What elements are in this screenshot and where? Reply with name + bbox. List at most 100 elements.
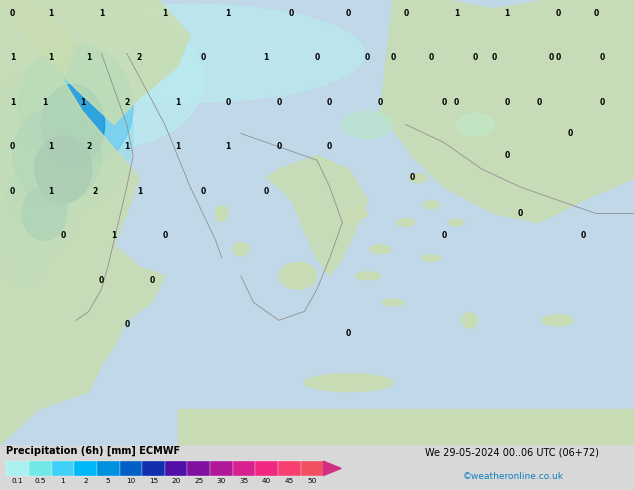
Text: 1: 1: [99, 9, 104, 18]
Text: 0: 0: [581, 231, 586, 240]
Text: 0: 0: [441, 231, 446, 240]
Text: 0: 0: [505, 98, 510, 107]
Text: 1: 1: [48, 142, 53, 151]
Text: 0: 0: [124, 320, 129, 329]
Text: 2: 2: [124, 98, 129, 107]
Text: 1: 1: [264, 53, 269, 62]
Text: 45: 45: [285, 478, 294, 484]
Text: 2: 2: [137, 53, 142, 62]
Text: 1: 1: [124, 142, 129, 151]
Text: ©weatheronline.co.uk: ©weatheronline.co.uk: [463, 472, 564, 481]
Text: 0: 0: [346, 9, 351, 18]
Text: 0: 0: [276, 142, 281, 151]
Ellipse shape: [342, 111, 393, 138]
Ellipse shape: [13, 107, 101, 205]
Text: 0: 0: [99, 276, 104, 285]
Text: 1: 1: [48, 187, 53, 196]
Text: 0: 0: [549, 53, 554, 62]
Text: 0: 0: [61, 231, 66, 240]
Text: 0: 0: [593, 9, 598, 18]
Ellipse shape: [369, 245, 391, 254]
Text: 0: 0: [276, 98, 281, 107]
Text: 0: 0: [403, 9, 408, 18]
Text: 0.1: 0.1: [12, 478, 23, 484]
Text: 0: 0: [517, 209, 522, 218]
Polygon shape: [323, 461, 341, 476]
Text: 2: 2: [86, 142, 91, 151]
Text: 40: 40: [262, 478, 271, 484]
Text: 1: 1: [162, 9, 167, 18]
Ellipse shape: [35, 136, 92, 202]
Text: 0: 0: [365, 53, 370, 62]
Bar: [278, 461, 301, 476]
Ellipse shape: [216, 206, 228, 221]
Ellipse shape: [0, 138, 79, 263]
Text: 1: 1: [61, 478, 65, 484]
Text: 50: 50: [307, 478, 316, 484]
Ellipse shape: [6, 160, 70, 231]
Text: 0: 0: [314, 53, 320, 62]
Bar: [210, 461, 233, 476]
Polygon shape: [0, 0, 190, 124]
Ellipse shape: [456, 114, 495, 136]
Text: 0: 0: [600, 53, 605, 62]
Text: 0: 0: [289, 9, 294, 18]
Ellipse shape: [6, 247, 44, 287]
Text: 1: 1: [42, 98, 47, 107]
Polygon shape: [178, 409, 634, 445]
Bar: [6, 461, 29, 476]
Text: 1: 1: [10, 98, 15, 107]
Ellipse shape: [355, 272, 380, 280]
Ellipse shape: [22, 187, 67, 240]
Text: 25: 25: [194, 478, 204, 484]
Text: 30: 30: [217, 478, 226, 484]
Text: 0: 0: [200, 53, 205, 62]
Text: Precipitation (6h) [mm] ECMWF: Precipitation (6h) [mm] ECMWF: [6, 446, 181, 456]
Bar: [256, 461, 278, 476]
Ellipse shape: [382, 299, 404, 306]
Text: 35: 35: [240, 478, 249, 484]
Bar: [188, 461, 210, 476]
Ellipse shape: [0, 56, 133, 211]
Text: 0: 0: [555, 53, 560, 62]
Bar: [51, 461, 74, 476]
Bar: [74, 461, 97, 476]
Text: 0: 0: [10, 142, 15, 151]
Text: 0: 0: [410, 173, 415, 182]
Ellipse shape: [542, 315, 574, 326]
Text: 0: 0: [391, 53, 396, 62]
Text: 0: 0: [346, 329, 351, 338]
Ellipse shape: [19, 45, 133, 169]
Text: 0: 0: [162, 231, 167, 240]
Text: 0: 0: [264, 187, 269, 196]
Text: 20: 20: [172, 478, 181, 484]
Text: 1: 1: [454, 9, 459, 18]
Ellipse shape: [41, 85, 105, 165]
Text: 0: 0: [10, 187, 15, 196]
Text: 0: 0: [568, 129, 573, 138]
Text: 0.5: 0.5: [35, 478, 46, 484]
Ellipse shape: [279, 263, 317, 289]
Bar: [233, 461, 256, 476]
Text: 1: 1: [80, 98, 85, 107]
Text: 2: 2: [93, 187, 98, 196]
Ellipse shape: [233, 243, 249, 256]
Ellipse shape: [304, 374, 393, 392]
Text: 0: 0: [226, 98, 231, 107]
Ellipse shape: [448, 219, 464, 226]
Text: 0: 0: [429, 53, 434, 62]
Text: 0: 0: [600, 98, 605, 107]
Ellipse shape: [461, 313, 477, 328]
Ellipse shape: [25, 13, 203, 147]
Text: 1: 1: [505, 9, 510, 18]
Text: We 29-05-2024 00..06 UTC (06+72): We 29-05-2024 00..06 UTC (06+72): [425, 447, 598, 457]
Text: 15: 15: [149, 478, 158, 484]
Text: 1: 1: [226, 142, 231, 151]
Bar: [301, 461, 323, 476]
Text: 0: 0: [441, 98, 446, 107]
Bar: [120, 461, 142, 476]
Bar: [29, 461, 51, 476]
Text: 1: 1: [10, 53, 15, 62]
Text: 0: 0: [327, 98, 332, 107]
Ellipse shape: [422, 255, 441, 261]
